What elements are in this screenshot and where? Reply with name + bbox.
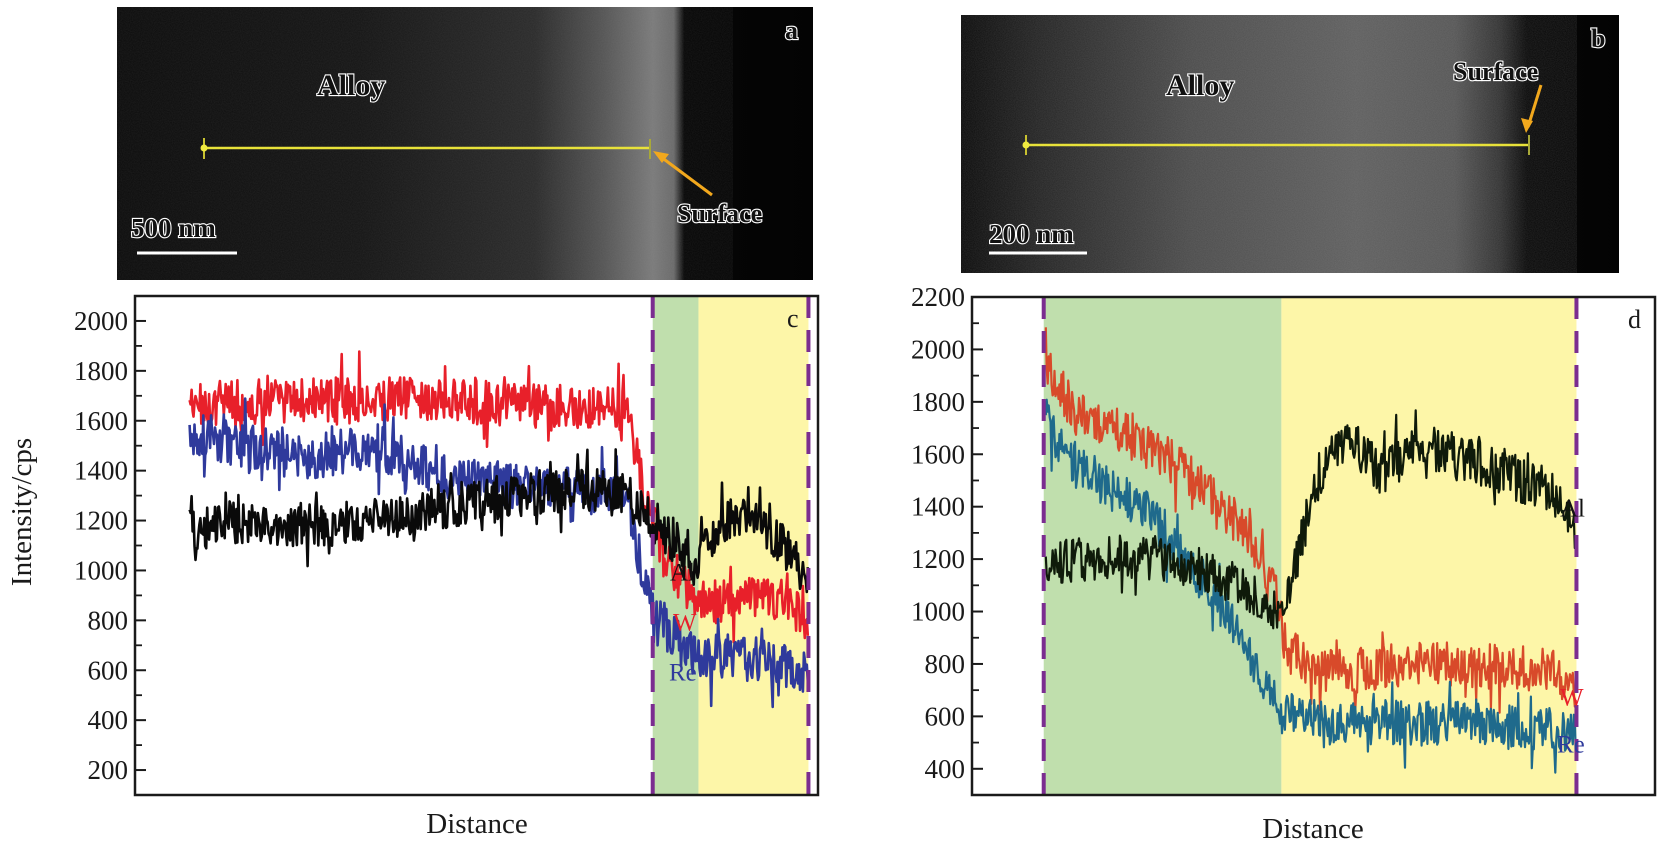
series-label-al: Al [1560, 496, 1585, 523]
shaded-regions-c [652, 296, 809, 795]
micrograph-a-image: Alloy Surface 500 nm a [117, 7, 813, 280]
series-line-re [188, 397, 810, 709]
y-tick-label: 400 [925, 754, 966, 784]
panel-letter-d: d [1628, 305, 1641, 334]
y-tick-label: 1800 [74, 356, 128, 386]
series-labels-d: W Re Al [1557, 496, 1585, 759]
alloy-label-a: Alloy [317, 69, 385, 102]
surface-arrow-icon-b [1521, 84, 1543, 133]
y-axis-ticks-d: 400 600 800 1000 1200 1400 1600 1800 2000 2200 [911, 282, 983, 784]
y-tick-label: 800 [925, 649, 966, 679]
series-line-w [188, 350, 810, 644]
scale-bar-label-b: 200 nm [989, 219, 1074, 249]
series-line-al [1044, 409, 1577, 630]
micrograph-panel-a: Alloy Surface 500 nm a [117, 7, 813, 280]
y-tick-label: 400 [88, 705, 129, 735]
panel-letter-a: a [785, 16, 798, 45]
y-tick-label: 1200 [74, 506, 128, 536]
linescan-start-dot-b [1022, 141, 1030, 149]
panel-letter-c: c [787, 304, 799, 333]
y-tick-label: 1400 [74, 456, 128, 486]
micrograph-b-image: Alloy Surface 200 nm b [961, 15, 1619, 273]
series-label-re: Re [669, 659, 697, 686]
y-tick-label: 2000 [911, 334, 965, 364]
y-tick-label: 1400 [911, 492, 965, 522]
y-tick-label: 2200 [911, 282, 965, 312]
y-tick-label: 600 [88, 655, 129, 685]
y-axis-ticks-c: 200 400 600 800 1000 1200 1400 1600 1800 2000 [74, 295, 146, 785]
panel-letter-b: b [1591, 24, 1605, 53]
x-axis-title-d: Distance [1262, 813, 1363, 845]
x-axis-title-c: Distance [426, 808, 527, 840]
y-tick-label: 800 [88, 605, 129, 635]
y-tick-label: 200 [88, 755, 129, 785]
y-tick-label: 1000 [911, 597, 965, 627]
series-labels-c: W Re Al [669, 559, 697, 686]
y-axis-title-c: Intensity/cps [6, 438, 38, 586]
y-tick-label: 600 [925, 701, 966, 731]
micrograph-panel-b: Alloy Surface 200 nm b [961, 15, 1619, 273]
linescan-start-dot-a [200, 144, 208, 152]
y-tick-label: 1200 [911, 544, 965, 574]
y-tick-label: 1600 [74, 406, 128, 436]
boundary-lines-d [1041, 297, 1579, 795]
plot-frame-d [970, 295, 1657, 797]
series-line-al [188, 448, 810, 594]
series-line-w [1044, 327, 1577, 714]
series-label-al: Al [670, 559, 695, 586]
surface-arrow-icon-a [653, 151, 713, 197]
y-tick-label: 1800 [911, 387, 965, 417]
chart-panel-c: 200 400 600 800 1000 1200 1400 1600 1800 2000 W Re… [6, 294, 820, 840]
surface-label-b: Surface [1453, 57, 1538, 86]
boundary-lines-c [650, 296, 811, 795]
series-label-w: W [673, 609, 697, 636]
y-tick-label: 2000 [74, 306, 128, 336]
scale-bar-label-a: 500 nm [131, 213, 216, 243]
chart-panel-d: 400 600 800 1000 1200 1400 1600 1800 2000 2200 WR… [911, 282, 1657, 845]
series-lines-c [188, 350, 810, 709]
y-tick-label: 1600 [911, 439, 965, 469]
series-label-re: Re [1557, 732, 1585, 759]
series-lines-d [1044, 327, 1577, 774]
surface-label-a: Surface [677, 199, 762, 228]
series-line-re [1044, 398, 1577, 774]
alloy-label-b: Alloy [1166, 69, 1234, 102]
y-tick-label: 1000 [74, 555, 128, 585]
series-label-w: W [1560, 684, 1584, 711]
